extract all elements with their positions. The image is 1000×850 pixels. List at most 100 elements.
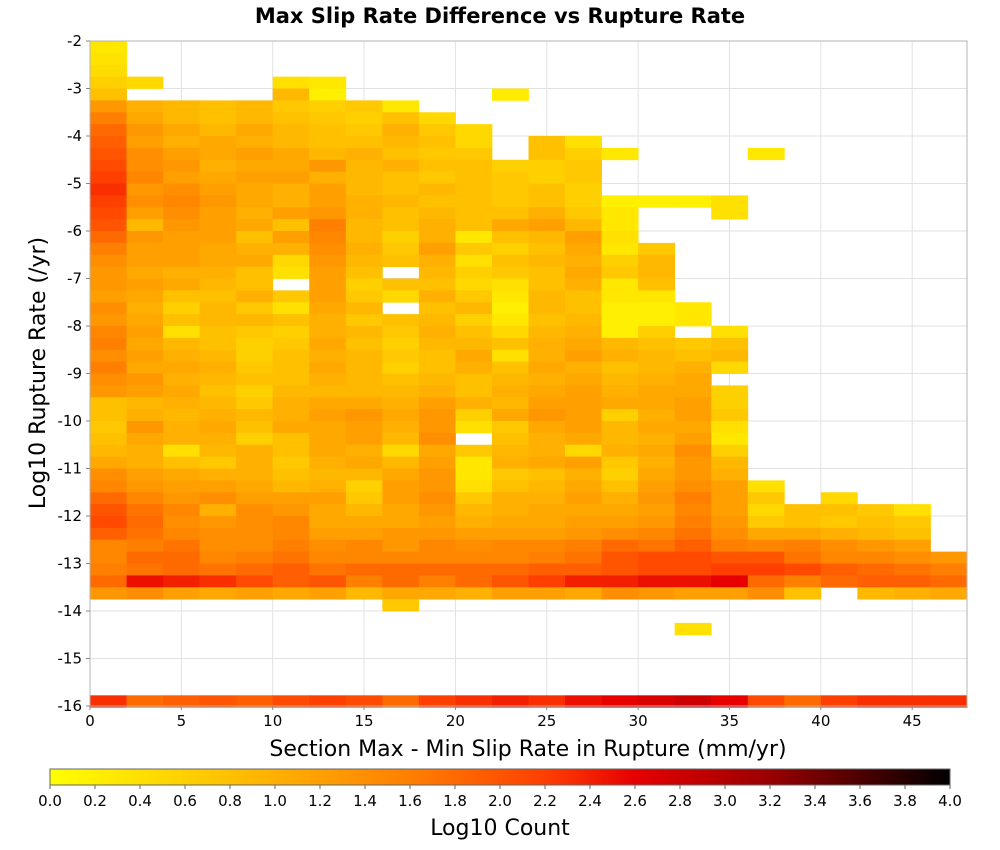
heatmap-cell xyxy=(90,100,127,113)
heatmap-cell xyxy=(236,516,274,529)
heatmap-cell xyxy=(418,527,456,541)
heatmap-cell xyxy=(455,266,493,279)
colorbar-label: Log10 Count xyxy=(430,816,570,841)
heatmap-cell xyxy=(90,575,127,588)
heatmap-cell xyxy=(601,207,639,220)
heatmap-cell xyxy=(272,456,310,469)
heatmap-cell xyxy=(528,492,566,505)
heatmap-cell xyxy=(638,302,676,315)
heatmap-cell xyxy=(236,242,274,256)
heatmap-cell xyxy=(236,551,274,564)
heatmap-cell xyxy=(126,219,164,232)
heatmap-cell xyxy=(272,432,310,446)
y-tick-label: -6 xyxy=(67,222,82,240)
colorbar-tick-label: 1.8 xyxy=(443,792,467,810)
heatmap-cell xyxy=(382,290,420,303)
heatmap-cell xyxy=(126,124,164,137)
heatmap-cell xyxy=(455,373,493,386)
heatmap-cell xyxy=(163,563,201,576)
heatmap-cell xyxy=(565,551,602,564)
heatmap-cell xyxy=(345,695,383,708)
heatmap-cell xyxy=(455,136,493,149)
heatmap-cell xyxy=(747,527,785,541)
heatmap-cell xyxy=(455,302,493,315)
heatmap-cell xyxy=(199,100,237,113)
heatmap-cell xyxy=(345,326,383,339)
heatmap-cell xyxy=(638,326,676,339)
heatmap-cell xyxy=(163,314,201,327)
heatmap-cell xyxy=(309,326,347,339)
heatmap-cell xyxy=(309,290,347,303)
heatmap-cell xyxy=(491,302,529,315)
heatmap-cell xyxy=(90,373,127,386)
heatmap-cell xyxy=(491,516,529,529)
heatmap-cell xyxy=(309,231,347,244)
heatmap-cell xyxy=(163,254,201,268)
heatmap-cell xyxy=(565,147,602,161)
heatmap-cell xyxy=(199,242,237,256)
heatmap-cell xyxy=(236,361,274,374)
heatmap-cell xyxy=(199,254,237,268)
heatmap-cell xyxy=(418,349,456,363)
heatmap-cell xyxy=(126,492,164,505)
heatmap-cell xyxy=(930,575,968,588)
heatmap-cell xyxy=(491,326,529,339)
heatmap-cell xyxy=(491,242,529,256)
x-axis-ticks: 0 5 10 15 20 25 30 35 40 45 xyxy=(85,706,922,730)
heatmap-cell xyxy=(199,171,237,184)
heatmap-cell xyxy=(418,147,456,161)
heatmap-cell xyxy=(491,695,529,708)
heatmap-cell xyxy=(565,207,602,220)
heatmap-cell xyxy=(309,695,347,708)
heatmap-cell xyxy=(565,373,602,386)
heatmap-cell xyxy=(638,504,676,517)
heatmap-cell xyxy=(163,385,201,398)
heatmap-cell xyxy=(309,254,347,268)
heatmap-cell xyxy=(674,480,712,493)
heatmap-cell xyxy=(455,147,493,161)
heatmap-cell xyxy=(309,373,347,386)
heatmap-cell xyxy=(528,254,566,268)
heatmap-cell xyxy=(565,326,602,339)
heatmap-cell xyxy=(638,337,676,351)
heatmap-cell xyxy=(199,278,237,291)
heatmap-cell xyxy=(638,456,676,469)
heatmap-cell xyxy=(528,444,566,458)
heatmap-cell xyxy=(491,444,529,458)
heatmap-cell xyxy=(126,563,164,576)
heatmap-cell xyxy=(309,409,347,422)
heatmap-cell xyxy=(90,159,127,173)
heatmap-cell xyxy=(382,326,420,339)
heatmap-cell xyxy=(199,444,237,458)
heatmap-cell xyxy=(345,516,383,529)
heatmap-cell xyxy=(199,326,237,339)
heatmap-cell xyxy=(601,456,639,469)
colorbar-tick-label: 1.2 xyxy=(308,792,332,810)
heatmap-cell xyxy=(455,563,493,576)
heatmap-cell xyxy=(455,207,493,220)
heatmap-cell xyxy=(163,504,201,517)
heatmap-cell xyxy=(163,516,201,529)
heatmap-cell xyxy=(565,266,602,279)
heatmap-cell xyxy=(236,337,274,351)
heatmap-cell xyxy=(382,563,420,576)
y-tick-label: -5 xyxy=(67,175,82,193)
colorbar-tick-label: 1.4 xyxy=(353,792,377,810)
heatmap-cell xyxy=(528,456,566,469)
heatmap-cell xyxy=(163,195,201,208)
heatmap-cell xyxy=(747,480,785,493)
heatmap-cell xyxy=(236,290,274,303)
heatmap-cell xyxy=(199,492,237,505)
heatmap-cell xyxy=(491,361,529,374)
heatmap-cell xyxy=(309,456,347,469)
x-tick-label: 10 xyxy=(263,712,282,730)
heatmap-cell xyxy=(309,266,347,279)
heatmap-cell xyxy=(272,468,310,481)
heatmap-cell xyxy=(455,278,493,291)
heatmap-cell xyxy=(163,432,201,446)
heatmap-cell xyxy=(674,421,712,434)
heatmap-cell xyxy=(236,587,274,600)
heatmap-cell xyxy=(491,349,529,363)
heatmap-cell xyxy=(126,516,164,529)
heatmap-cell xyxy=(491,195,529,208)
